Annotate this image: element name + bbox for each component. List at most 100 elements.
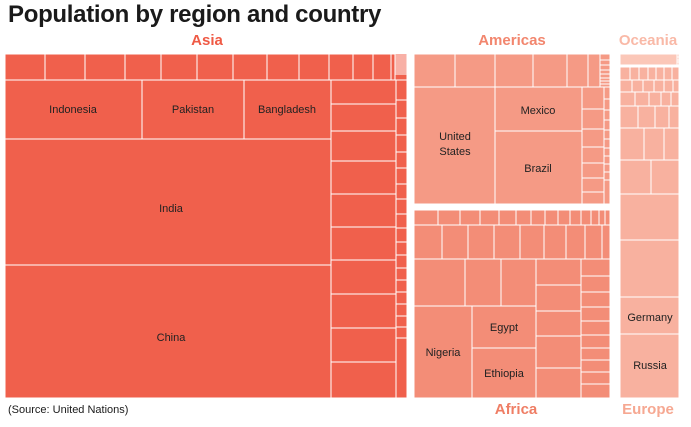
country-cell-europe	[619, 105, 639, 129]
country-cell-asia	[124, 53, 162, 81]
country-cell-asia	[395, 167, 408, 185]
country-cell-asia	[395, 337, 408, 399]
country-cell-europe	[663, 127, 680, 161]
country-cell-asia	[330, 293, 397, 329]
country-label-bangladesh: Bangladesh	[258, 104, 316, 116]
country-cell-asia	[330, 226, 397, 261]
country-cell-americas	[566, 53, 589, 88]
country-cell-africa	[580, 371, 611, 385]
country-cell-africa	[580, 291, 611, 308]
country-cell-americas	[581, 162, 605, 179]
country-cell-asia	[330, 259, 397, 295]
country-cell-africa	[500, 258, 537, 307]
country-cell-europe	[655, 66, 665, 81]
region-label-europe: Europe	[622, 401, 674, 418]
country-cell-europe	[670, 91, 680, 107]
country-cell-europe	[647, 66, 657, 81]
country-cell-china	[4, 264, 332, 399]
country-cell-europe	[629, 66, 640, 81]
country-cell-asia	[395, 254, 408, 269]
country-cell-asia	[4, 53, 46, 81]
country-cell-africa	[543, 224, 567, 260]
country-cell-oceania	[676, 61, 680, 66]
region-label-oceania: Oceania	[618, 32, 678, 49]
country-cell-europe	[663, 79, 674, 93]
country-cell-americas	[581, 128, 605, 148]
country-cell-americas	[603, 98, 611, 111]
country-cell-europe	[672, 79, 680, 93]
country-cell-mexico	[494, 86, 583, 132]
country-cell-africa	[580, 334, 611, 349]
country-cell-africa	[479, 209, 500, 226]
region-label-africa: Africa	[494, 401, 538, 418]
region-label-americas: Americas	[478, 32, 546, 49]
region-label-asia: Asia	[191, 32, 223, 49]
country-cell-asia	[395, 213, 408, 229]
country-label-egypt: Egypt	[490, 322, 518, 334]
country-cell-asia	[395, 151, 408, 169]
country-cell-asia	[330, 361, 397, 399]
country-cell-asia	[395, 303, 408, 317]
chart-title: Population by region and country	[8, 1, 382, 28]
country-cell-americas	[603, 86, 611, 100]
country-cell-americas	[581, 108, 605, 130]
country-cell-asia	[395, 183, 408, 200]
country-cell-europe	[619, 239, 680, 298]
country-cell-africa	[580, 306, 611, 322]
country-label-nigeria: Nigeria	[426, 347, 462, 359]
country-label-china: China	[157, 332, 187, 344]
country-cell-africa	[441, 224, 469, 260]
country-cell-asia	[395, 315, 408, 328]
country-cell-africa	[580, 258, 611, 277]
country-cell-europe	[619, 193, 680, 241]
country-cell-africa	[413, 209, 439, 226]
country-cell-asia	[330, 79, 397, 105]
country-cell-asia	[395, 227, 408, 243]
country-cell-africa	[413, 224, 443, 260]
country-cell-europe	[648, 91, 662, 107]
country-cell-asia	[394, 73, 408, 81]
country-cell-africa	[544, 209, 559, 226]
country-cell-americas	[603, 147, 611, 157]
country-cell-africa	[535, 335, 582, 369]
country-cell-europe	[643, 127, 665, 161]
country-cell-africa	[601, 224, 611, 260]
country-cell-africa	[459, 209, 481, 226]
country-cell-americas	[494, 53, 534, 88]
country-cell-india	[4, 138, 332, 266]
country-cell-asia	[84, 53, 126, 81]
country-cell-europe	[660, 91, 672, 107]
country-cell-americas	[603, 109, 611, 121]
country-cell-oceania	[619, 53, 678, 66]
country-cell-africa	[584, 224, 603, 260]
country-cell-russia	[619, 333, 680, 399]
country-cell-americas	[599, 53, 611, 61]
country-cell-europe	[631, 79, 644, 93]
country-cell-americas	[603, 155, 611, 165]
country-cell-europe	[619, 127, 645, 161]
country-cell-europe	[654, 105, 670, 129]
country-cell-americas	[581, 86, 605, 110]
country-cell-asia	[232, 53, 268, 81]
country-cell-europe	[637, 105, 656, 129]
country-cell-africa	[498, 209, 517, 226]
country-cell-asia	[330, 103, 397, 132]
country-cell-asia	[395, 279, 408, 293]
country-cell-united-states	[413, 86, 496, 205]
country-cell-asia	[395, 117, 408, 136]
country-cell-europe	[619, 66, 631, 81]
country-label-pakistan: Pakistan	[172, 104, 214, 116]
country-cell-asia	[330, 327, 397, 363]
country-cell-americas	[581, 191, 605, 205]
country-cell-europe	[638, 66, 649, 81]
country-cell-asia	[395, 134, 408, 153]
country-cell-americas	[599, 64, 611, 71]
country-cell-africa	[557, 209, 571, 226]
country-cell-africa	[467, 224, 495, 260]
country-cell-africa	[565, 224, 586, 260]
country-cell-americas	[599, 73, 611, 79]
country-cell-asia	[352, 53, 374, 81]
country-cell-asia	[266, 53, 300, 81]
country-cell-africa	[580, 320, 611, 336]
